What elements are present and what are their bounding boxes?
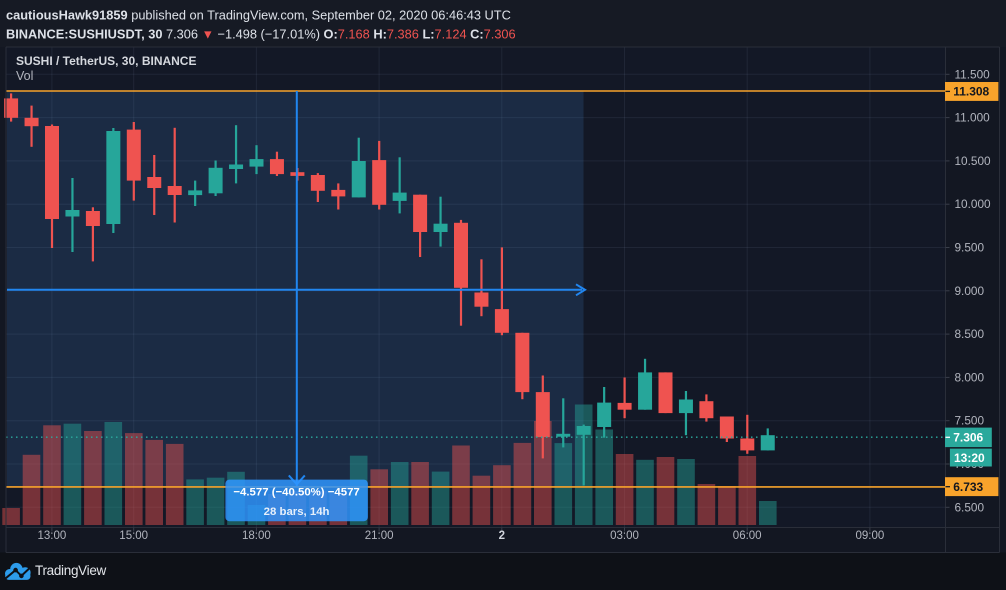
svg-text:7.500: 7.500 (955, 414, 985, 428)
svg-text:09:00: 09:00 (856, 530, 885, 542)
svg-text:8.000: 8.000 (955, 370, 985, 384)
svg-text:7.306: 7.306 (953, 431, 983, 445)
svg-text:TradingView: TradingView (35, 563, 107, 578)
svg-text:06:00: 06:00 (733, 530, 762, 542)
svg-text:6.500: 6.500 (955, 500, 985, 514)
svg-text:−4.577 (−40.50%) −4577: −4.577 (−40.50%) −4577 (233, 487, 359, 499)
svg-text:15:00: 15:00 (119, 530, 148, 542)
svg-text:9.500: 9.500 (955, 241, 985, 255)
svg-text:SUSHI / TetherUS, 30, BINANCE: SUSHI / TetherUS, 30, BINANCE (16, 54, 196, 68)
svg-text:21:00: 21:00 (365, 530, 394, 542)
svg-text:11.500: 11.500 (955, 67, 991, 81)
svg-text:11.000: 11.000 (955, 111, 991, 125)
svg-text:9.000: 9.000 (955, 284, 985, 298)
svg-text:cautiousHawk91859 published on: cautiousHawk91859 published on TradingVi… (6, 8, 511, 23)
svg-text:03:00: 03:00 (610, 530, 639, 542)
svg-text:13:20: 13:20 (954, 451, 985, 465)
svg-text:Vol: Vol (16, 69, 33, 83)
svg-text:2: 2 (499, 530, 505, 542)
svg-text:10.500: 10.500 (955, 154, 992, 168)
svg-text:11.308: 11.308 (953, 85, 989, 99)
svg-text:8.500: 8.500 (955, 327, 985, 341)
svg-text:10.000: 10.000 (955, 197, 992, 211)
svg-text:BINANCE:SUSHIUSDT, 30 7.306 ▼: BINANCE:SUSHIUSDT, 30 7.306 ▼ −1.498 (−1… (6, 27, 516, 42)
svg-text:28 bars, 14h: 28 bars, 14h (264, 506, 330, 518)
svg-text:13:00: 13:00 (38, 530, 67, 542)
svg-text:18:00: 18:00 (242, 530, 271, 542)
svg-text:6.733: 6.733 (953, 480, 983, 494)
